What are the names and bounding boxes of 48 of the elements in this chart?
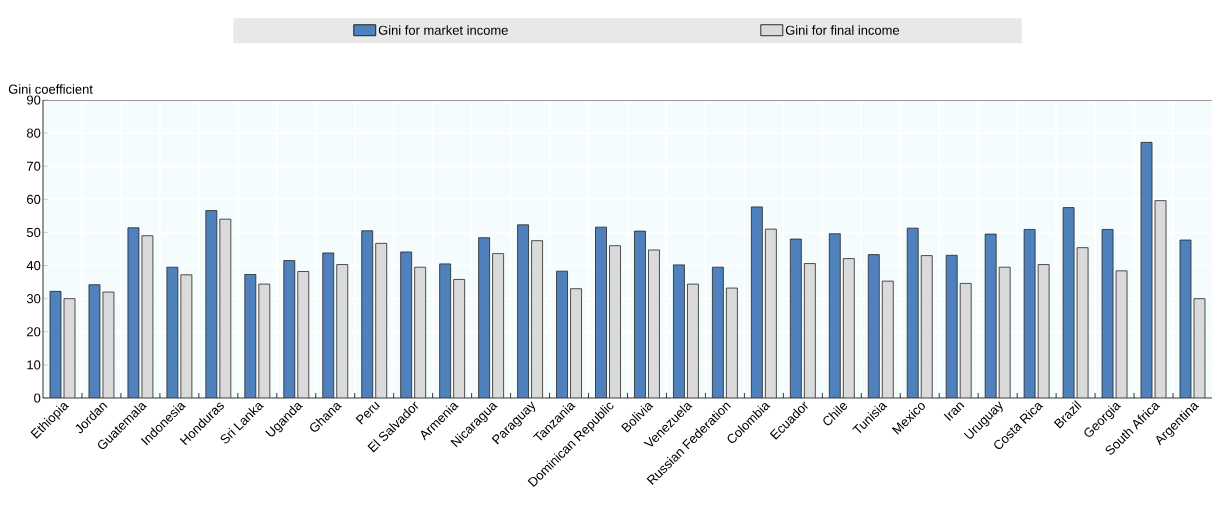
bar [361, 230, 374, 398]
bar [959, 283, 972, 398]
bar [920, 255, 933, 398]
bar [648, 249, 660, 398]
bar [867, 254, 880, 398]
y-axis-title: Gini coefficient [8, 84, 93, 94]
y-tick-label: 90 [27, 95, 41, 105]
bar [998, 266, 1011, 398]
bar [595, 226, 607, 398]
legend-label: Gini for final income [785, 25, 900, 35]
y-tick-label: 10 [27, 360, 41, 370]
bar [984, 233, 997, 398]
bar [492, 253, 505, 398]
bar [570, 288, 582, 398]
y-tick-label: 80 [26, 128, 41, 138]
bar [609, 245, 621, 398]
bar [556, 270, 568, 398]
y-tick-label: 40 [26, 260, 41, 271]
bar [842, 258, 855, 398]
legend-label: Gini for market income [378, 25, 508, 35]
bar [283, 260, 296, 398]
bar [478, 237, 491, 398]
bar [336, 264, 349, 398]
bar [414, 266, 427, 398]
bar [244, 274, 257, 398]
bar [375, 242, 388, 398]
bar [750, 206, 763, 398]
bar [453, 279, 466, 398]
bar [789, 238, 802, 398]
bar [906, 227, 919, 398]
bar [764, 228, 777, 398]
y-tick-label: 20 [27, 327, 41, 337]
y-tick-label: 0 [34, 393, 41, 403]
bar [531, 240, 543, 398]
y-tick-label: 50 [26, 227, 41, 238]
bar [634, 230, 646, 398]
bar [712, 266, 724, 398]
bar [828, 233, 841, 398]
bar [517, 224, 529, 398]
y-tick-label: 70 [27, 161, 41, 171]
y-tick-label: 30 [26, 294, 41, 304]
bar [945, 254, 958, 398]
bar [322, 252, 335, 398]
bar [803, 263, 816, 398]
bar [297, 271, 310, 398]
y-tick-label: 60 [27, 194, 41, 204]
x-tick-label: Iran [943, 402, 965, 421]
bar [400, 251, 413, 398]
